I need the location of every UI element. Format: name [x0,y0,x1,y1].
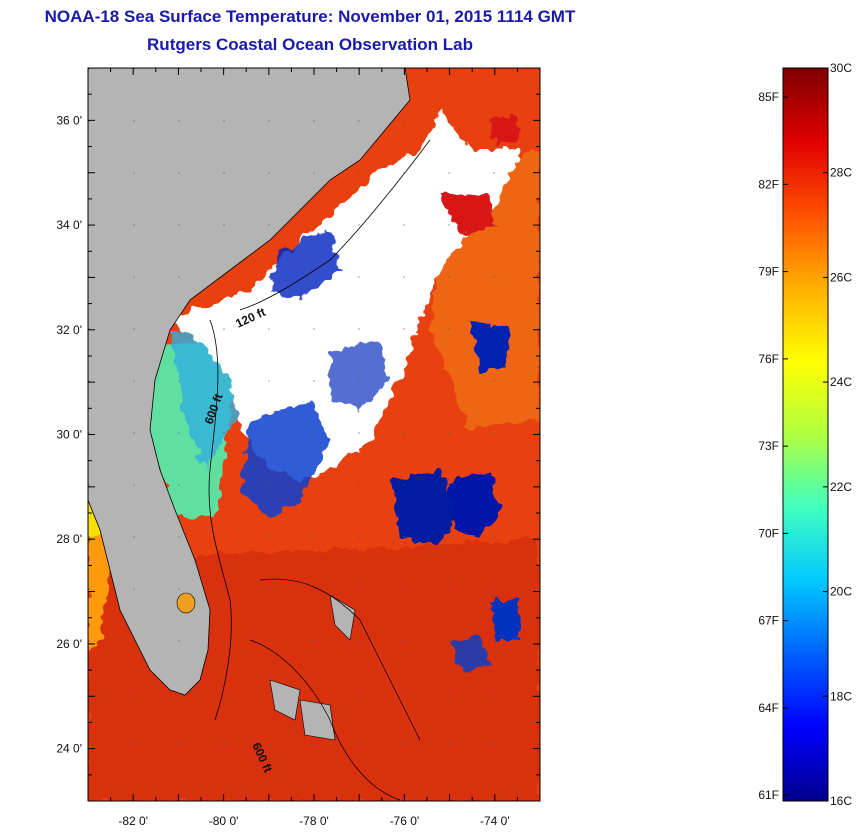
graticule-dots [88,68,540,801]
colorbar-f-label: 67F [758,614,779,628]
map-axes: 24 0' 26 0' 28 0' 30 0' 32 0' 34 0' 36 0' -82 0… [56,67,541,828]
colorbar-c-label: 16C [830,794,852,808]
colorbar-c-label: 18C [830,689,852,703]
map-area [88,68,540,801]
colorbar-c-label: 24C [830,375,852,389]
lon-tick-label: -76 0' [390,814,420,828]
colorbar-f-label: 61F [758,788,779,802]
lon-tick-label: -78 0' [299,814,329,828]
lon-tick-label: -74 0' [480,814,510,828]
lat-tick-label: 24 0' [56,742,82,756]
colorbar-f-label: 79F [758,265,779,279]
colorbar-c-label: 20C [830,585,852,599]
lat-tick-label: 36 0' [56,113,82,127]
lon-tick-label: -80 0' [209,814,239,828]
chart-subtitle: Rutgers Coastal Ocean Observation Lab [147,35,473,54]
chart-title: NOAA-18 Sea Surface Temperature: Novembe… [44,7,576,26]
colorbar-f-label: 85F [758,90,779,104]
lat-tick-label: 34 0' [56,218,82,232]
lat-tick-label: 30 0' [56,428,82,442]
colorbar-f-label: 76F [758,352,779,366]
colorbar-f-label: 64F [758,701,779,715]
colorbar-f-label: 73F [758,439,779,453]
lat-tick-label: 32 0' [56,323,82,337]
colorbar-f-label: 70F [758,526,779,540]
colorbar-c-label: 28C [830,166,852,180]
colorbar-c-label: 22C [830,480,852,494]
lat-tick-label: 26 0' [56,637,82,651]
colorbar [782,67,829,802]
colorbar-c-label: 30C [830,61,852,75]
colorbar-f-label: 82F [758,177,779,191]
colorbar-c-label: 26C [830,270,852,284]
lon-tick-label: -82 0' [118,814,148,828]
lat-tick-label: 28 0' [56,532,82,546]
colorbar-labels: 30C 28C 26C 24C 22C 20C 18C 16C 85F 82F 79F 76F 73F 7… [758,61,852,808]
